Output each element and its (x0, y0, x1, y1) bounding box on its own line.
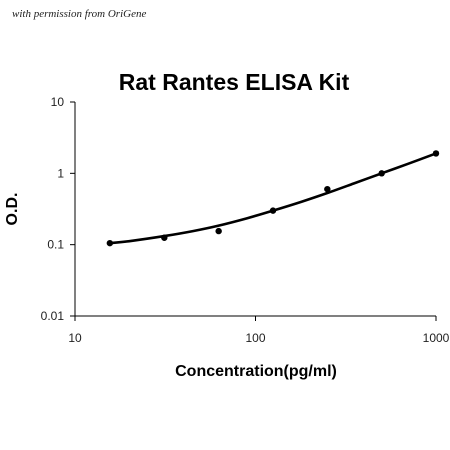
y-tick-label: 10 (51, 95, 65, 109)
x-ticks: 10 100 1000 (68, 316, 450, 345)
y-ticks: 0.01 0.1 1 10 (41, 95, 75, 323)
y-axis-title: O.D. (4, 193, 21, 226)
y-tick-label: 0.01 (41, 309, 65, 323)
y-tick-label: 1 (57, 166, 64, 180)
y-tick-label: 0.1 (47, 238, 64, 252)
x-tick-label: 100 (245, 331, 265, 345)
data-point (106, 239, 114, 247)
x-tick-label: 1000 (423, 331, 450, 345)
data-point (432, 150, 440, 157)
x-tick-label: 10 (68, 331, 82, 345)
data-point (378, 170, 385, 177)
watermark-text: with permission from OriGene (12, 8, 147, 20)
data-point (269, 207, 277, 214)
data-point (161, 234, 168, 241)
fit-curve (109, 152, 437, 245)
data-point (215, 227, 222, 235)
x-axis-title: Concentration(pg/ml) (175, 363, 337, 380)
chart-title: Rat Rantes ELISA Kit (119, 69, 350, 95)
data-point (324, 185, 331, 193)
plot-area: 0.01 0.1 1 10 10 100 1000 (41, 95, 450, 345)
data-points (106, 150, 440, 247)
